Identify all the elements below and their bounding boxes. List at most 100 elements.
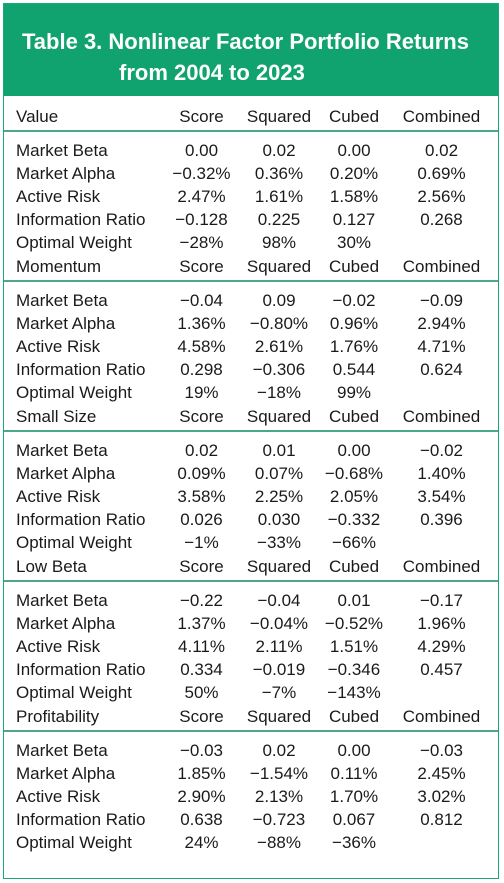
column-header: Cubed — [328, 107, 380, 126]
table-row: Information Ratio 0.298 −0.306 0.544 0.624 — [4, 358, 498, 381]
value-cell: 0.69% — [417, 164, 466, 183]
value-cell: 4.71% — [417, 337, 466, 356]
value-cell: −0.02 — [419, 441, 463, 460]
value-cell: 2.94% — [417, 314, 466, 333]
value-cell: 0.624 — [420, 360, 463, 379]
table-row: Market Beta −0.04 0.09 −0.02 −0.09 — [4, 289, 498, 312]
value-cell: −0.03 — [419, 741, 463, 760]
value-cell: 0.812 — [420, 810, 463, 829]
value-cell: 24% — [184, 833, 219, 852]
table-row: Optimal Weight 24% −88% −36% — [4, 831, 498, 854]
column-header: Score — [179, 407, 224, 426]
value-cell: 1.96% — [417, 614, 466, 633]
table-title-bar: Table 3. Nonlinear Factor Portfolio Retu… — [4, 4, 498, 96]
value-cell: 0.396 — [420, 510, 463, 529]
value-cell: −1.54% — [249, 764, 309, 783]
value-cell: 0.00 — [337, 741, 371, 760]
value-cell: −0.04 — [257, 591, 301, 610]
value-cell: 0.225 — [257, 210, 301, 229]
column-header: Squared — [246, 557, 312, 576]
value-cell: −0.17 — [419, 591, 463, 610]
table-body: Value Score Squared Cubed Combined Market Bet… — [4, 96, 498, 854]
column-header: Score — [179, 707, 224, 726]
row-label: Active Risk — [16, 637, 101, 656]
value-cell: 1.76% — [329, 337, 379, 356]
value-cell: −36% — [332, 833, 376, 852]
row-label: Market Alpha — [16, 314, 116, 333]
table-row: Market Alpha 1.85% −1.54% 0.11% 2.45% — [4, 762, 498, 785]
row-label: Information Ratio — [16, 210, 146, 229]
value-cell: −0.019 — [252, 660, 306, 679]
factor-section: Low Beta Score Squared Cubed Combined Market … — [4, 554, 498, 704]
value-cell: 2.45% — [417, 764, 466, 783]
value-cell: −66% — [332, 533, 376, 552]
row-label: Market Alpha — [16, 164, 116, 183]
value-cell: −0.03 — [179, 741, 223, 760]
row-label: Optimal Weight — [16, 533, 132, 552]
value-cell — [389, 831, 494, 854]
row-label: Information Ratio — [16, 660, 146, 679]
section-name: Value — [16, 107, 59, 126]
value-cell: −0.332 — [327, 510, 381, 529]
value-cell: −28% — [179, 233, 224, 252]
value-cell: −0.68% — [324, 464, 384, 483]
column-header: Squared — [246, 707, 312, 726]
row-label: Active Risk — [16, 187, 101, 206]
table-row: Optimal Weight 50% −7% −143% — [4, 681, 498, 704]
factor-section: Momentum Score Squared Cubed Combined Market … — [4, 254, 498, 404]
value-cell: 2.13% — [254, 787, 304, 806]
value-cell: 0.11% — [330, 764, 378, 783]
value-cell: 0.067 — [332, 810, 376, 829]
column-header: Score — [179, 557, 224, 576]
value-cell: 0.457 — [420, 660, 463, 679]
value-cell: −0.723 — [252, 810, 306, 829]
value-cell: 1.51% — [329, 637, 379, 656]
table-row: Market Alpha 0.09% 0.07% −0.68% 1.40% — [4, 462, 498, 485]
row-label: Information Ratio — [16, 810, 146, 829]
value-cell: −0.80% — [249, 314, 309, 333]
table-row: Information Ratio 0.334 −0.019 −0.346 0.457 — [4, 658, 498, 681]
value-cell: 98% — [261, 233, 297, 252]
row-label: Active Risk — [16, 787, 101, 806]
value-cell: −0.32% — [172, 164, 231, 183]
table-row: Information Ratio −0.128 0.225 0.127 0.268 — [4, 208, 498, 231]
value-cell: 3.54% — [417, 487, 466, 506]
column-header: Cubed — [328, 407, 380, 426]
value-cell: 2.11% — [255, 637, 303, 656]
value-cell: 0.298 — [180, 360, 223, 379]
value-cell: 0.36% — [254, 164, 304, 183]
value-cell: 2.56% — [417, 187, 466, 206]
row-label: Information Ratio — [16, 360, 146, 379]
value-cell: 1.40% — [417, 464, 466, 483]
section-name: Profitability — [16, 707, 100, 726]
value-cell: 99% — [336, 383, 372, 402]
row-label: Market Alpha — [16, 764, 116, 783]
value-cell: 1.36% — [177, 314, 226, 333]
column-header: Combined — [402, 557, 481, 576]
value-cell: 0.00 — [184, 141, 219, 160]
value-cell: 1.37% — [177, 614, 226, 633]
value-cell: −0.306 — [252, 360, 306, 379]
table-row: Active Risk 4.58% 2.61% 1.76% 4.71% — [4, 335, 498, 358]
value-cell: 0.02 — [184, 441, 219, 460]
value-cell: 2.61% — [254, 337, 304, 356]
column-header: Combined — [402, 107, 481, 126]
section-header-row: Momentum Score Squared Cubed Combined — [4, 254, 498, 282]
value-cell: −33% — [257, 533, 301, 552]
section-header-row: Small Size Score Squared Cubed Combined — [4, 404, 498, 432]
value-cell: −0.52% — [324, 614, 384, 633]
row-label: Market Beta — [16, 591, 108, 610]
value-cell: −0.02 — [332, 291, 376, 310]
table-title-line-1: Table 3. Nonlinear Factor Portfolio Retu… — [22, 29, 469, 54]
column-header: Squared — [246, 257, 312, 276]
row-label: Optimal Weight — [16, 233, 132, 252]
table-row: Active Risk 3.58% 2.25% 2.05% 3.54% — [4, 485, 498, 508]
value-cell: −0.09 — [419, 291, 463, 310]
value-cell: −0.128 — [175, 210, 228, 229]
column-header: Combined — [402, 707, 481, 726]
value-cell: 1.58% — [329, 187, 379, 206]
value-cell: −18% — [257, 383, 301, 402]
value-cell: 3.58% — [177, 487, 226, 506]
value-cell: 4.29% — [417, 637, 466, 656]
value-cell: −88% — [257, 833, 301, 852]
